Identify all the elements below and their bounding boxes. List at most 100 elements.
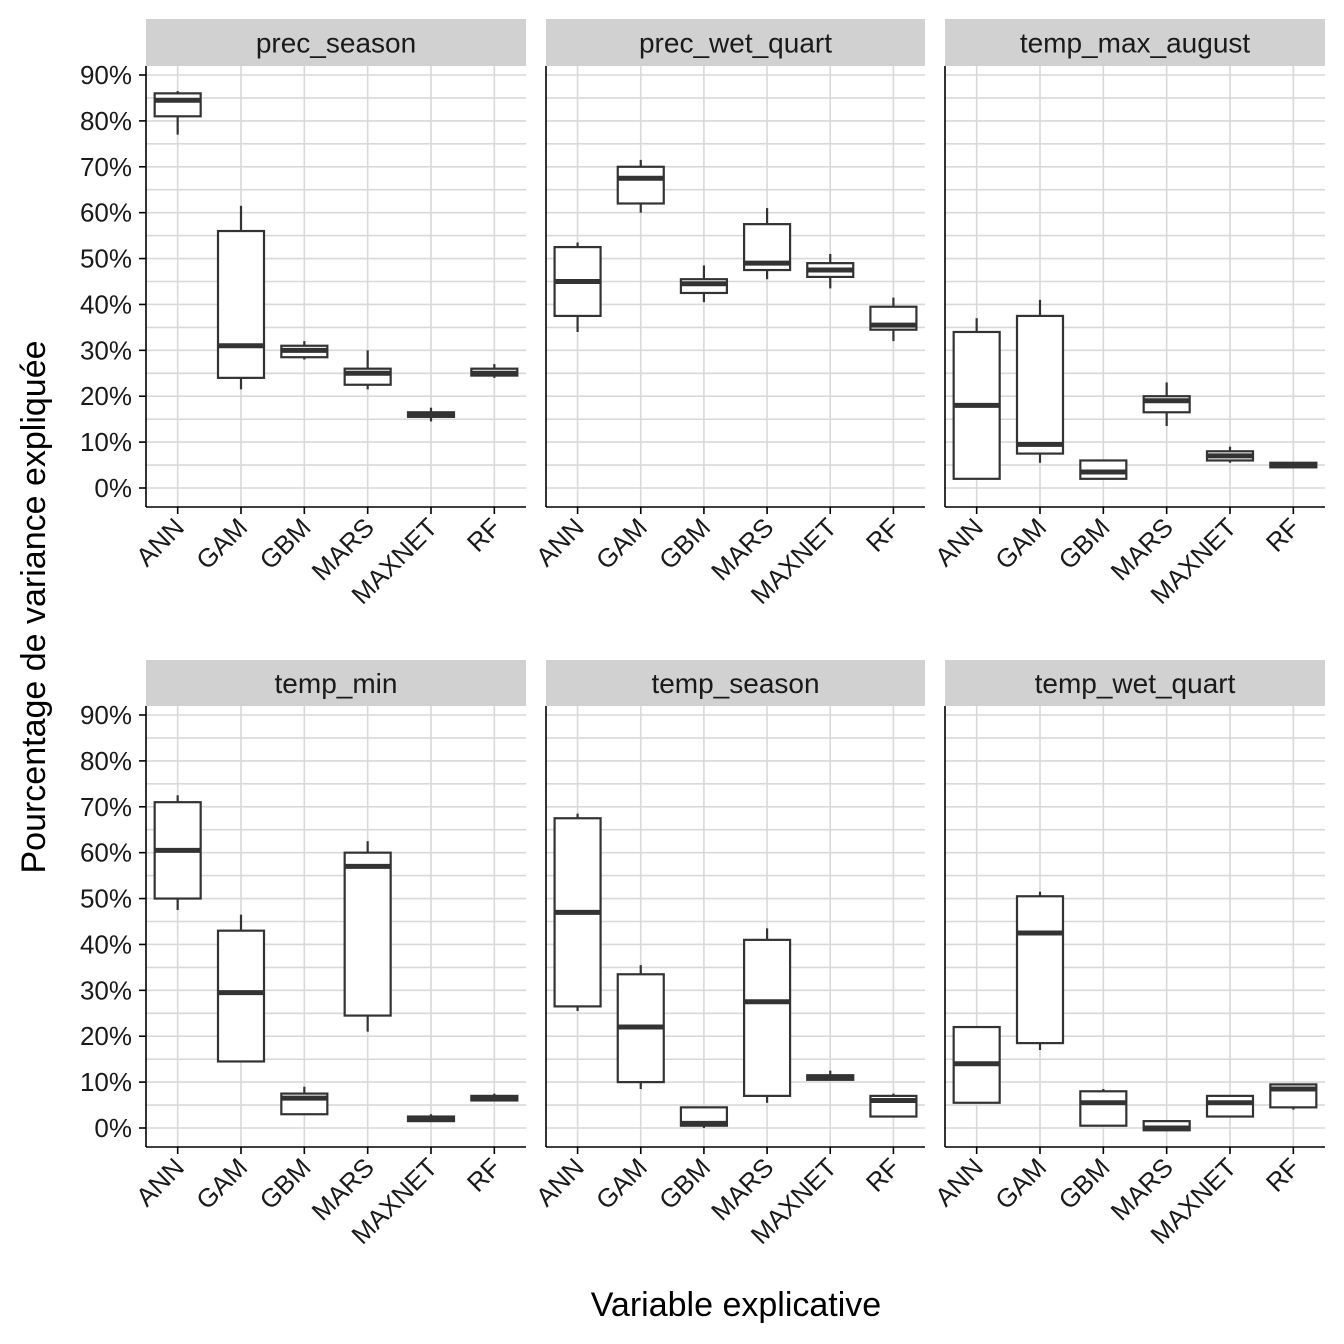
- box-GBM: [280, 1086, 329, 1116]
- y-tick-label: 60%: [80, 838, 132, 868]
- box-GAM: [616, 159, 665, 213]
- facet-title: temp_season: [651, 668, 819, 699]
- y-tick-label: 90%: [80, 700, 132, 730]
- y-tick-label: 20%: [80, 1021, 132, 1051]
- box-MAXNET: [1205, 1094, 1255, 1118]
- x-tick-label: RF: [1260, 512, 1306, 558]
- facet-strip: [945, 660, 1325, 706]
- x-tick-label: GAM: [989, 512, 1052, 575]
- y-tick-label: 90%: [80, 60, 132, 90]
- box-MARS: [343, 841, 392, 1032]
- box-RF: [869, 297, 918, 342]
- x-tick-label: ANN: [530, 512, 590, 572]
- x-tick-label: RF: [461, 1152, 507, 1198]
- box-ANN: [153, 795, 202, 911]
- box-MAXNET: [406, 407, 456, 422]
- box-body: [216, 229, 266, 379]
- box-ANN: [153, 91, 202, 135]
- x-tick-label: ANN: [130, 512, 190, 572]
- box-GAM: [1015, 891, 1065, 1050]
- x-tick-label: GAM: [590, 1152, 653, 1215]
- y-tick-label: 10%: [80, 1067, 132, 1097]
- facet-strip: [546, 19, 925, 66]
- y-tick-label: 50%: [80, 244, 132, 274]
- facet-title: prec_wet_quart: [639, 28, 832, 59]
- box-GBM: [280, 341, 329, 360]
- box-MARS: [1142, 382, 1191, 427]
- x-tick-label: RF: [860, 1152, 906, 1198]
- facet-title: temp_min: [275, 668, 398, 699]
- box-body: [343, 851, 392, 1017]
- box-body: [1015, 314, 1065, 455]
- box-MARS: [343, 350, 392, 390]
- y-tick-label: 70%: [80, 792, 132, 822]
- y-tick-label: 20%: [80, 381, 132, 411]
- box-RF: [470, 364, 519, 378]
- y-tick-label: 70%: [80, 152, 132, 182]
- facet-title: temp_max_august: [1020, 28, 1251, 59]
- facet-strip: [546, 660, 925, 706]
- y-tick-label: 0%: [94, 1113, 132, 1143]
- facet-strip: [146, 19, 526, 66]
- box-MAXNET: [406, 1114, 456, 1123]
- y-tick-label: 30%: [80, 335, 132, 365]
- x-axis-title: Variable explicative: [591, 1286, 881, 1324]
- box-MARS: [1142, 1120, 1191, 1132]
- y-tick-label: 0%: [94, 473, 132, 503]
- x-tick-label: RF: [1260, 1152, 1306, 1198]
- facet-strip: [146, 660, 526, 706]
- x-tick-label: GAM: [190, 512, 253, 575]
- box-GAM: [616, 965, 665, 1089]
- x-tick-label: ANN: [929, 512, 989, 572]
- box-body: [616, 165, 665, 205]
- y-tick-label: 80%: [80, 746, 132, 776]
- y-tick-label: 30%: [80, 975, 132, 1005]
- box-RF: [1269, 1083, 1318, 1110]
- box-MAXNET: [1205, 446, 1255, 463]
- box-GAM: [1015, 299, 1065, 463]
- box-body: [216, 929, 266, 1063]
- facet-panel-prec_season: prec_season 0% 10% 20% 30% 40% 50% 60% 70% 80% 90%…: [80, 19, 526, 610]
- x-tick-label: RF: [860, 512, 906, 558]
- box-body: [1205, 1094, 1255, 1118]
- box-RF: [470, 1093, 519, 1102]
- box-GBM: [679, 1106, 729, 1128]
- facet-strip: [945, 19, 1325, 66]
- box-MARS: [742, 928, 792, 1103]
- box-body: [742, 938, 792, 1097]
- y-tick-label: 60%: [80, 198, 132, 228]
- box-ANN: [553, 242, 602, 332]
- box-MAXNET: [806, 253, 855, 289]
- x-tick-label: ANN: [130, 1152, 190, 1212]
- facet-panel-temp_min: temp_min 0% 10% 20% 30% 40% 50% 60% 70% 80% 90% ANN…: [80, 660, 526, 1250]
- facet-title: temp_wet_quart: [1035, 668, 1236, 699]
- box-ANN: [952, 1025, 1001, 1104]
- x-tick-label: GAM: [590, 512, 653, 575]
- y-tick-label: 40%: [80, 289, 132, 319]
- box-GBM: [1079, 459, 1128, 480]
- box-RF: [1269, 461, 1318, 469]
- x-tick-label: ANN: [929, 1152, 989, 1212]
- box-body: [1015, 895, 1065, 1045]
- x-tick-label: ANN: [530, 1152, 590, 1212]
- box-GBM: [1079, 1088, 1128, 1127]
- box-ANN: [553, 813, 602, 1011]
- y-tick-label: 40%: [80, 929, 132, 959]
- box-GBM: [679, 265, 729, 303]
- box-MARS: [742, 208, 792, 280]
- box-RF: [869, 1093, 918, 1118]
- box-GAM: [216, 914, 266, 1063]
- x-tick-label: GAM: [989, 1152, 1052, 1215]
- y-tick-label: 50%: [80, 884, 132, 914]
- box-MAXNET: [806, 1070, 855, 1081]
- y-tick-label: 80%: [80, 106, 132, 136]
- y-tick-label: 10%: [80, 427, 132, 457]
- box-GAM: [216, 205, 266, 390]
- box-body: [153, 92, 202, 118]
- y-axis-title: Pourcentage de variance expliquée: [15, 340, 53, 873]
- x-tick-label: RF: [461, 512, 507, 558]
- facet-title: prec_season: [256, 28, 416, 59]
- x-tick-label: GAM: [190, 1152, 253, 1215]
